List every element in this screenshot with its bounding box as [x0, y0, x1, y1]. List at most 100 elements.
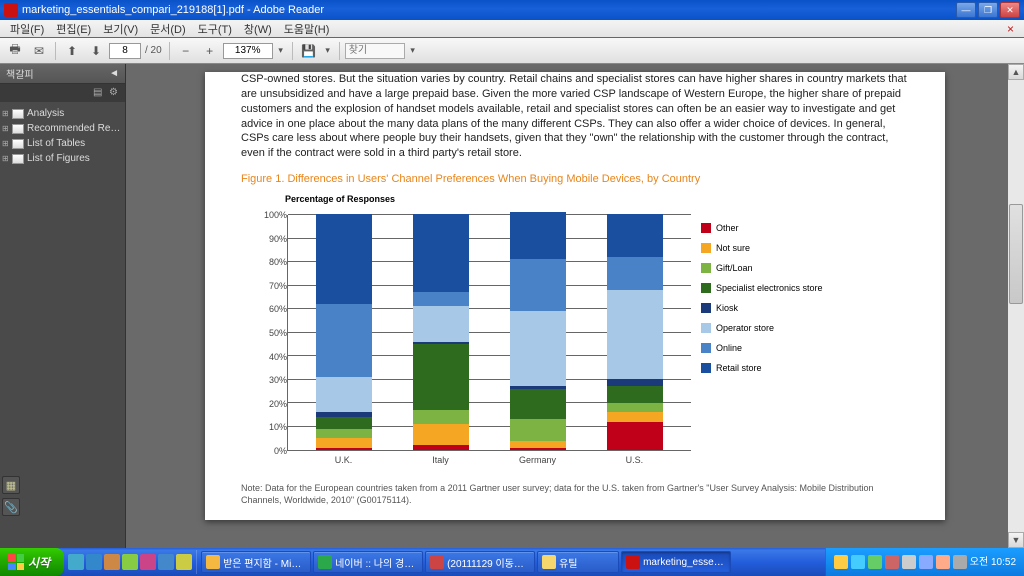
ql-app4-icon[interactable]	[158, 554, 174, 570]
legend-label: Gift/Loan	[716, 263, 753, 273]
bar-segment	[607, 403, 663, 412]
maximize-button[interactable]: ❐	[978, 2, 998, 18]
bar-segment	[316, 214, 372, 304]
y-tick-label: 10%	[269, 422, 287, 432]
tray-clock[interactable]: 오전 10:52	[970, 557, 1016, 568]
bar-segment	[510, 311, 566, 387]
taskbar-item-label: 유틸	[559, 555, 577, 570]
bar-segment	[316, 429, 372, 438]
ql-app5-icon[interactable]	[176, 554, 192, 570]
tray-icon-6[interactable]	[919, 555, 933, 569]
menu-file[interactable]: 파일(F)	[4, 21, 50, 37]
taskbar: 시작 받은 편지함 - Micr...네이버 :: 나의 경쟁...(20111…	[0, 548, 1024, 576]
bar-segment	[316, 304, 372, 377]
bar-segment	[607, 422, 663, 450]
bar-segment	[316, 417, 372, 429]
tray-icon-1[interactable]	[834, 555, 848, 569]
ql-desktop-icon[interactable]	[68, 554, 84, 570]
plot-area	[287, 215, 691, 451]
y-tick-label: 90%	[269, 234, 287, 244]
ql-ie-icon[interactable]	[86, 554, 102, 570]
bookmark-item[interactable]: ⊞Analysis	[2, 106, 123, 121]
email-button[interactable]: ✉	[28, 41, 50, 61]
print-button[interactable]: 🖶	[4, 41, 26, 61]
bar-segment	[413, 445, 469, 450]
bar-segment	[316, 448, 372, 450]
menu-window[interactable]: 창(W)	[238, 21, 278, 37]
close-button[interactable]: ✕	[1000, 2, 1020, 18]
y-tick-label: 70%	[269, 281, 287, 291]
page-total-label: / 20	[143, 45, 164, 56]
legend-label: Kiosk	[716, 303, 738, 313]
menubar-close-doc[interactable]: ×	[1007, 22, 1020, 36]
minimize-button[interactable]: —	[956, 2, 976, 18]
toolbar: 🖶 ✉ ⬆ ⬇ / 20 − + ▾ 💾 ▾ ▾	[0, 38, 1024, 64]
tray-icon-8[interactable]	[953, 555, 967, 569]
sidebar-options-icon[interactable]: ▤	[93, 87, 105, 99]
x-tick-label: Germany	[519, 455, 556, 465]
scroll-up-button[interactable]: ▲	[1008, 64, 1024, 80]
legend-item: Operator store	[701, 323, 861, 333]
windows-logo-icon	[8, 554, 24, 570]
menu-view[interactable]: 보기(V)	[97, 21, 144, 37]
tray-icon-2[interactable]	[851, 555, 865, 569]
zoom-out-button[interactable]: −	[175, 41, 197, 61]
find-dropdown[interactable]: ▾	[407, 41, 419, 61]
menu-help[interactable]: 도움말(H)	[278, 21, 336, 37]
prev-page-button[interactable]: ⬆	[61, 41, 83, 61]
vertical-scrollbar[interactable]: ▲ ▼	[1008, 64, 1024, 548]
x-tick-label: U.S.	[626, 455, 644, 465]
zoom-input[interactable]	[223, 43, 273, 59]
tray-icon-4[interactable]	[885, 555, 899, 569]
menu-edit[interactable]: 편집(E)	[50, 21, 97, 37]
bookmark-item[interactable]: ⊞List of Figures	[2, 151, 123, 166]
sidebar-tab-pages[interactable]: ▦	[2, 476, 20, 494]
taskbar-item[interactable]: (20111129 이동통...	[425, 551, 535, 573]
bar-segment	[510, 441, 566, 448]
next-page-button[interactable]: ⬇	[85, 41, 107, 61]
legend-item: Other	[701, 223, 861, 233]
scroll-down-button[interactable]: ▼	[1008, 532, 1024, 548]
sidebar-close-icon[interactable]: ◄	[109, 68, 119, 79]
titlebar[interactable]: marketing_essentials_compari_219188[1].p…	[0, 0, 1024, 20]
taskbar-item[interactable]: 유틸	[537, 551, 619, 573]
taskbar-item-label: marketing_essenti...	[643, 557, 726, 568]
legend-label: Retail store	[716, 363, 762, 373]
save-button[interactable]: 💾	[298, 41, 320, 61]
bookmark-label: List of Tables	[27, 138, 123, 149]
find-input[interactable]	[345, 43, 405, 59]
sidebar-tab-attachments[interactable]: 📎	[2, 498, 20, 516]
sidebar-gear-icon[interactable]: ⚙	[109, 87, 121, 99]
save-dropdown[interactable]: ▾	[322, 41, 334, 61]
tray-icon-7[interactable]	[936, 555, 950, 569]
quick-launch	[64, 550, 197, 574]
taskbar-items: 받은 편지함 - Micr...네이버 :: 나의 경쟁...(20111129…	[197, 550, 825, 574]
menu-tools[interactable]: 도구(T)	[192, 21, 238, 37]
zoom-dropdown[interactable]: ▾	[275, 41, 287, 61]
zoom-in-button[interactable]: +	[199, 41, 221, 61]
taskbar-item[interactable]: 받은 편지함 - Micr...	[201, 551, 311, 573]
scroll-thumb[interactable]	[1009, 204, 1023, 304]
sidebar-tabs: ▦ 📎	[2, 476, 20, 516]
ql-app1-icon[interactable]	[104, 554, 120, 570]
y-axis: 0%10%20%30%40%50%60%70%80%90%100%	[249, 215, 287, 451]
x-tick-label: U.K.	[335, 455, 353, 465]
menu-document[interactable]: 문서(D)	[144, 21, 192, 37]
tray-icon-3[interactable]	[868, 555, 882, 569]
bookmark-label: List of Figures	[27, 153, 123, 164]
ql-app3-icon[interactable]	[140, 554, 156, 570]
start-button[interactable]: 시작	[0, 548, 64, 576]
bar-segment	[413, 424, 469, 445]
tray-icon-5[interactable]	[902, 555, 916, 569]
bookmark-item[interactable]: ⊞Recommended Reading	[2, 121, 123, 136]
taskbar-item[interactable]: 네이버 :: 나의 경쟁...	[313, 551, 423, 573]
system-tray: 오전 10:52	[825, 548, 1024, 576]
taskbar-item[interactable]: marketing_essenti...	[621, 551, 731, 573]
ql-app2-icon[interactable]	[122, 554, 138, 570]
legend-label: Online	[716, 343, 742, 353]
bookmark-item[interactable]: ⊞List of Tables	[2, 136, 123, 151]
chart-note: Note: Data for the European countries ta…	[241, 483, 909, 506]
bar-segment	[413, 306, 469, 341]
document-view[interactable]: CSP-owned stores. But the situation vari…	[126, 64, 1024, 548]
page-number-input[interactable]	[109, 43, 141, 59]
